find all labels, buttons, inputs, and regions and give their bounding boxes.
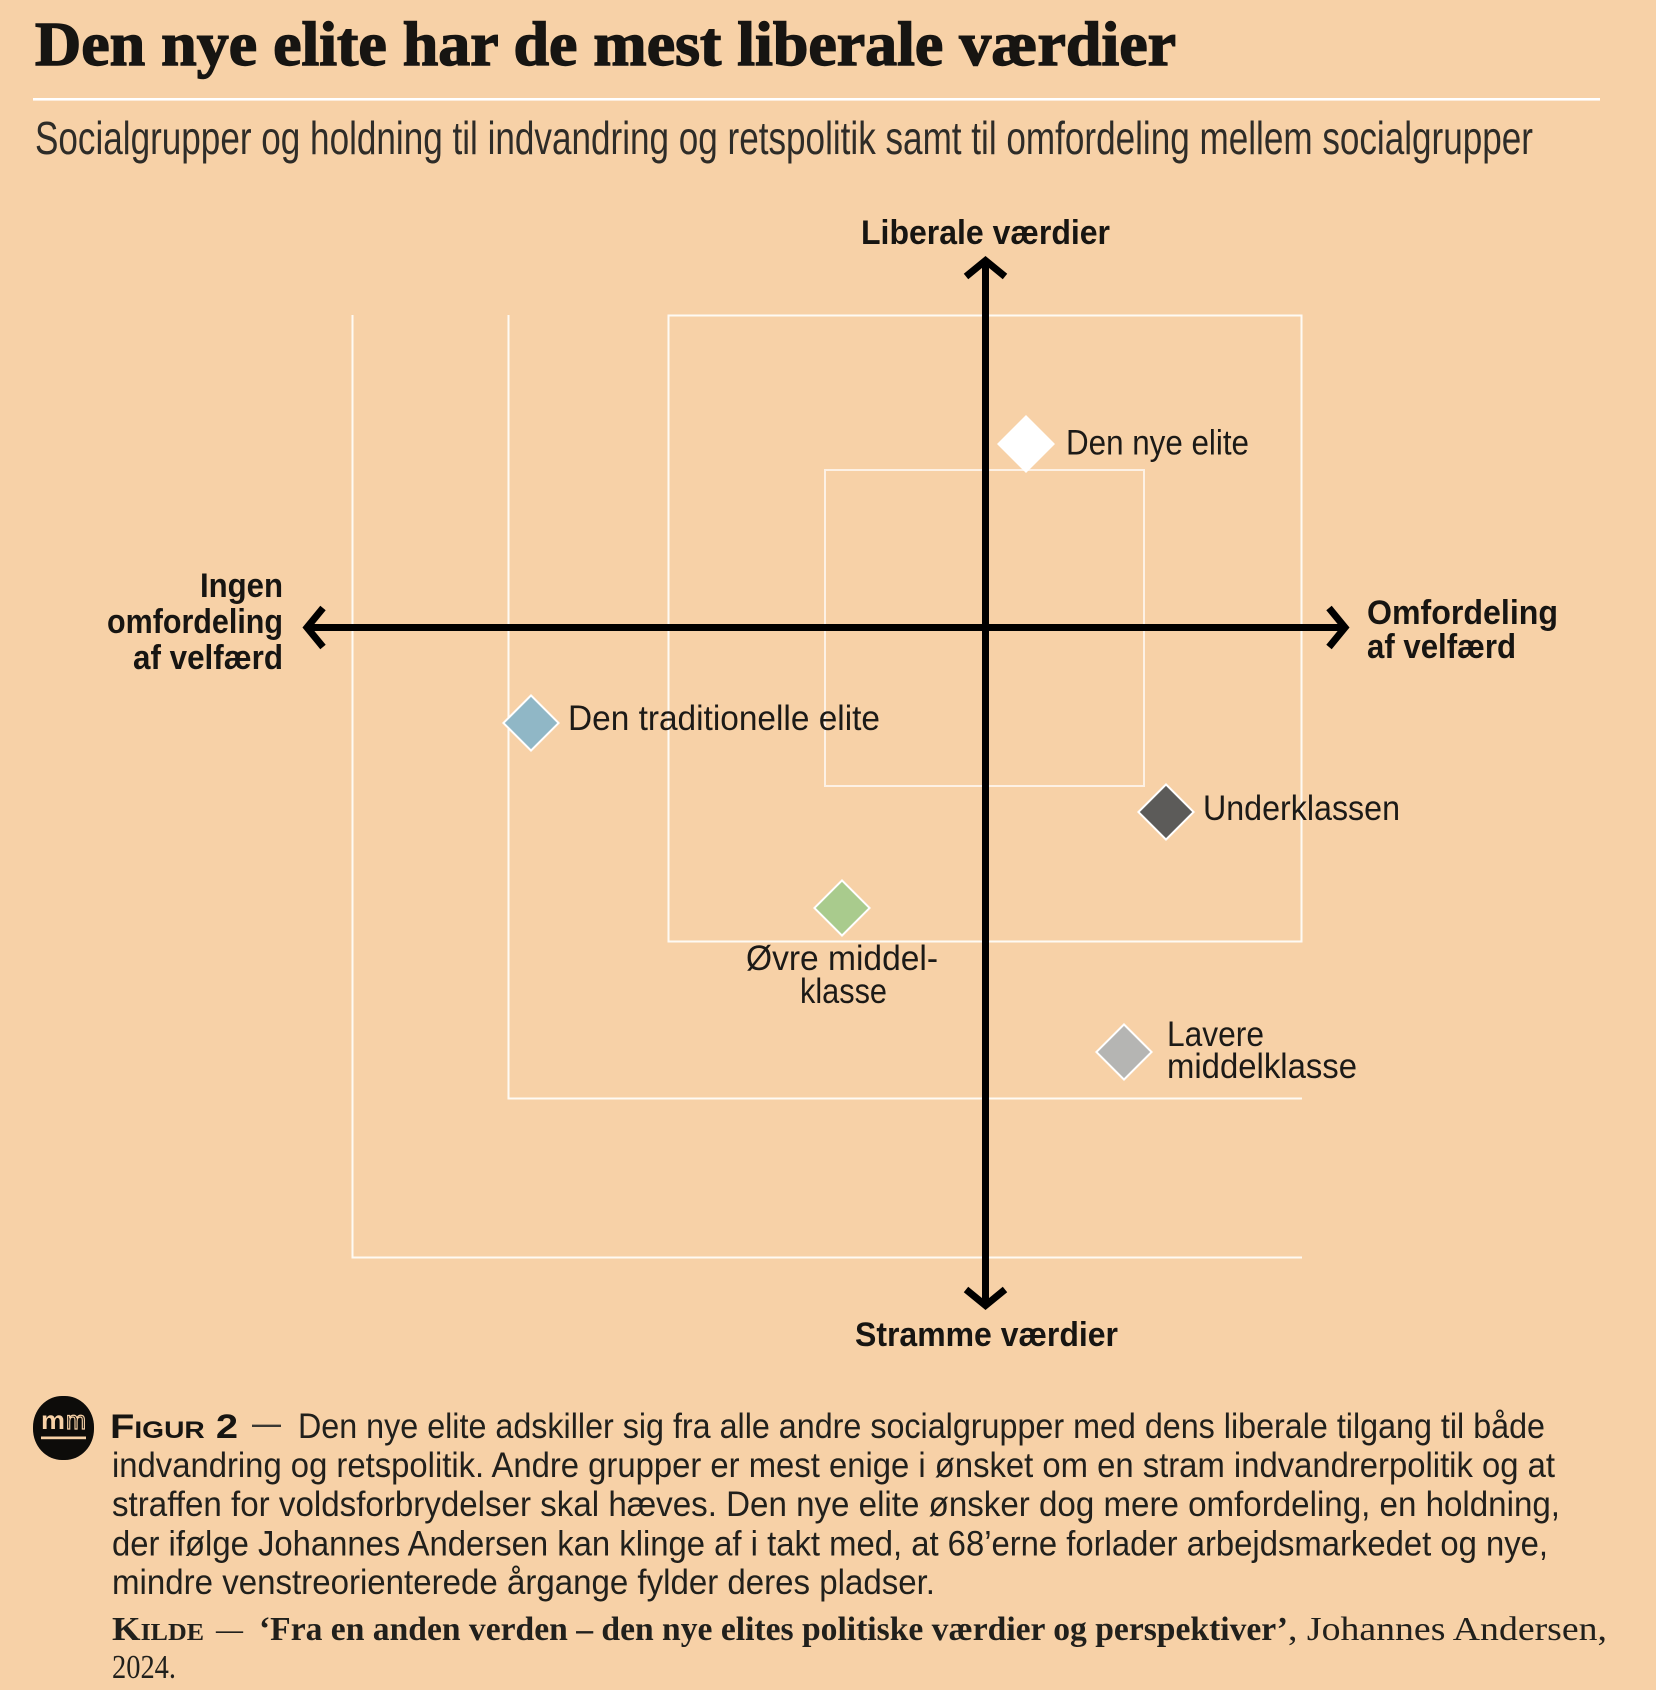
svg-text:Socialgrupper og holdning til: Socialgrupper og holdning til indvandrin… — [35, 112, 1533, 164]
svg-text:Den nye elite har de mest libe: Den nye elite har de mest liberale værdi… — [35, 11, 1176, 79]
svg-text:omfordeling: omfordeling — [107, 603, 283, 641]
svg-text:Kilde: Kilde — [112, 1611, 204, 1648]
svg-text:middelklasse: middelklasse — [1167, 1047, 1357, 1086]
svg-text:Underklassen: Underklassen — [1203, 789, 1400, 828]
svg-text:Ingen: Ingen — [200, 567, 283, 605]
svg-text:Den nye elite adskiller sig fr: Den nye elite adskiller sig fra alle and… — [298, 1407, 1545, 1446]
svg-text:Stramme værdier: Stramme værdier — [855, 1316, 1118, 1354]
svg-text:Øvre middel-: Øvre middel- — [746, 939, 938, 978]
svg-text:mindre venstreorienterede årga: mindre venstreorienterede årgange fylder… — [112, 1563, 935, 1602]
svg-text:af velfærd: af velfærd — [1367, 628, 1516, 666]
svg-text:Omfordeling: Omfordeling — [1367, 594, 1558, 632]
svg-text:, Johannes Andersen,: , Johannes Andersen, — [1288, 1611, 1607, 1648]
svg-text:Liberale værdier: Liberale værdier — [861, 214, 1110, 252]
svg-text:m: m — [41, 1405, 65, 1435]
svg-text:Den nye elite: Den nye elite — [1066, 424, 1249, 463]
svg-text:m: m — [66, 1405, 86, 1435]
svg-text:‘Fra en anden verden – den nye: ‘Fra en anden verden – den nye elites po… — [259, 1611, 1288, 1648]
svg-text:af velfærd: af velfærd — [133, 639, 283, 677]
svg-text:klasse: klasse — [800, 972, 887, 1011]
svg-text:Lavere: Lavere — [1167, 1015, 1264, 1054]
svg-text:Figur 2: Figur 2 — [110, 1408, 238, 1446]
svg-text:—: — — [252, 1404, 281, 1443]
svg-text:2024.: 2024. — [112, 1649, 176, 1686]
svg-text:indvandring og retspolitik. An: indvandring og retspolitik. Andre gruppe… — [112, 1446, 1555, 1485]
svg-text:der ifølge Johannes Andersen k: der ifølge Johannes Andersen kan klinge … — [112, 1525, 1548, 1564]
svg-text:Den traditionelle elite: Den traditionelle elite — [568, 699, 880, 738]
svg-text:straffen for voldsforbrydelser: straffen for voldsforbrydelser skal hæve… — [112, 1485, 1560, 1524]
svg-text:—: — — [215, 1611, 244, 1648]
